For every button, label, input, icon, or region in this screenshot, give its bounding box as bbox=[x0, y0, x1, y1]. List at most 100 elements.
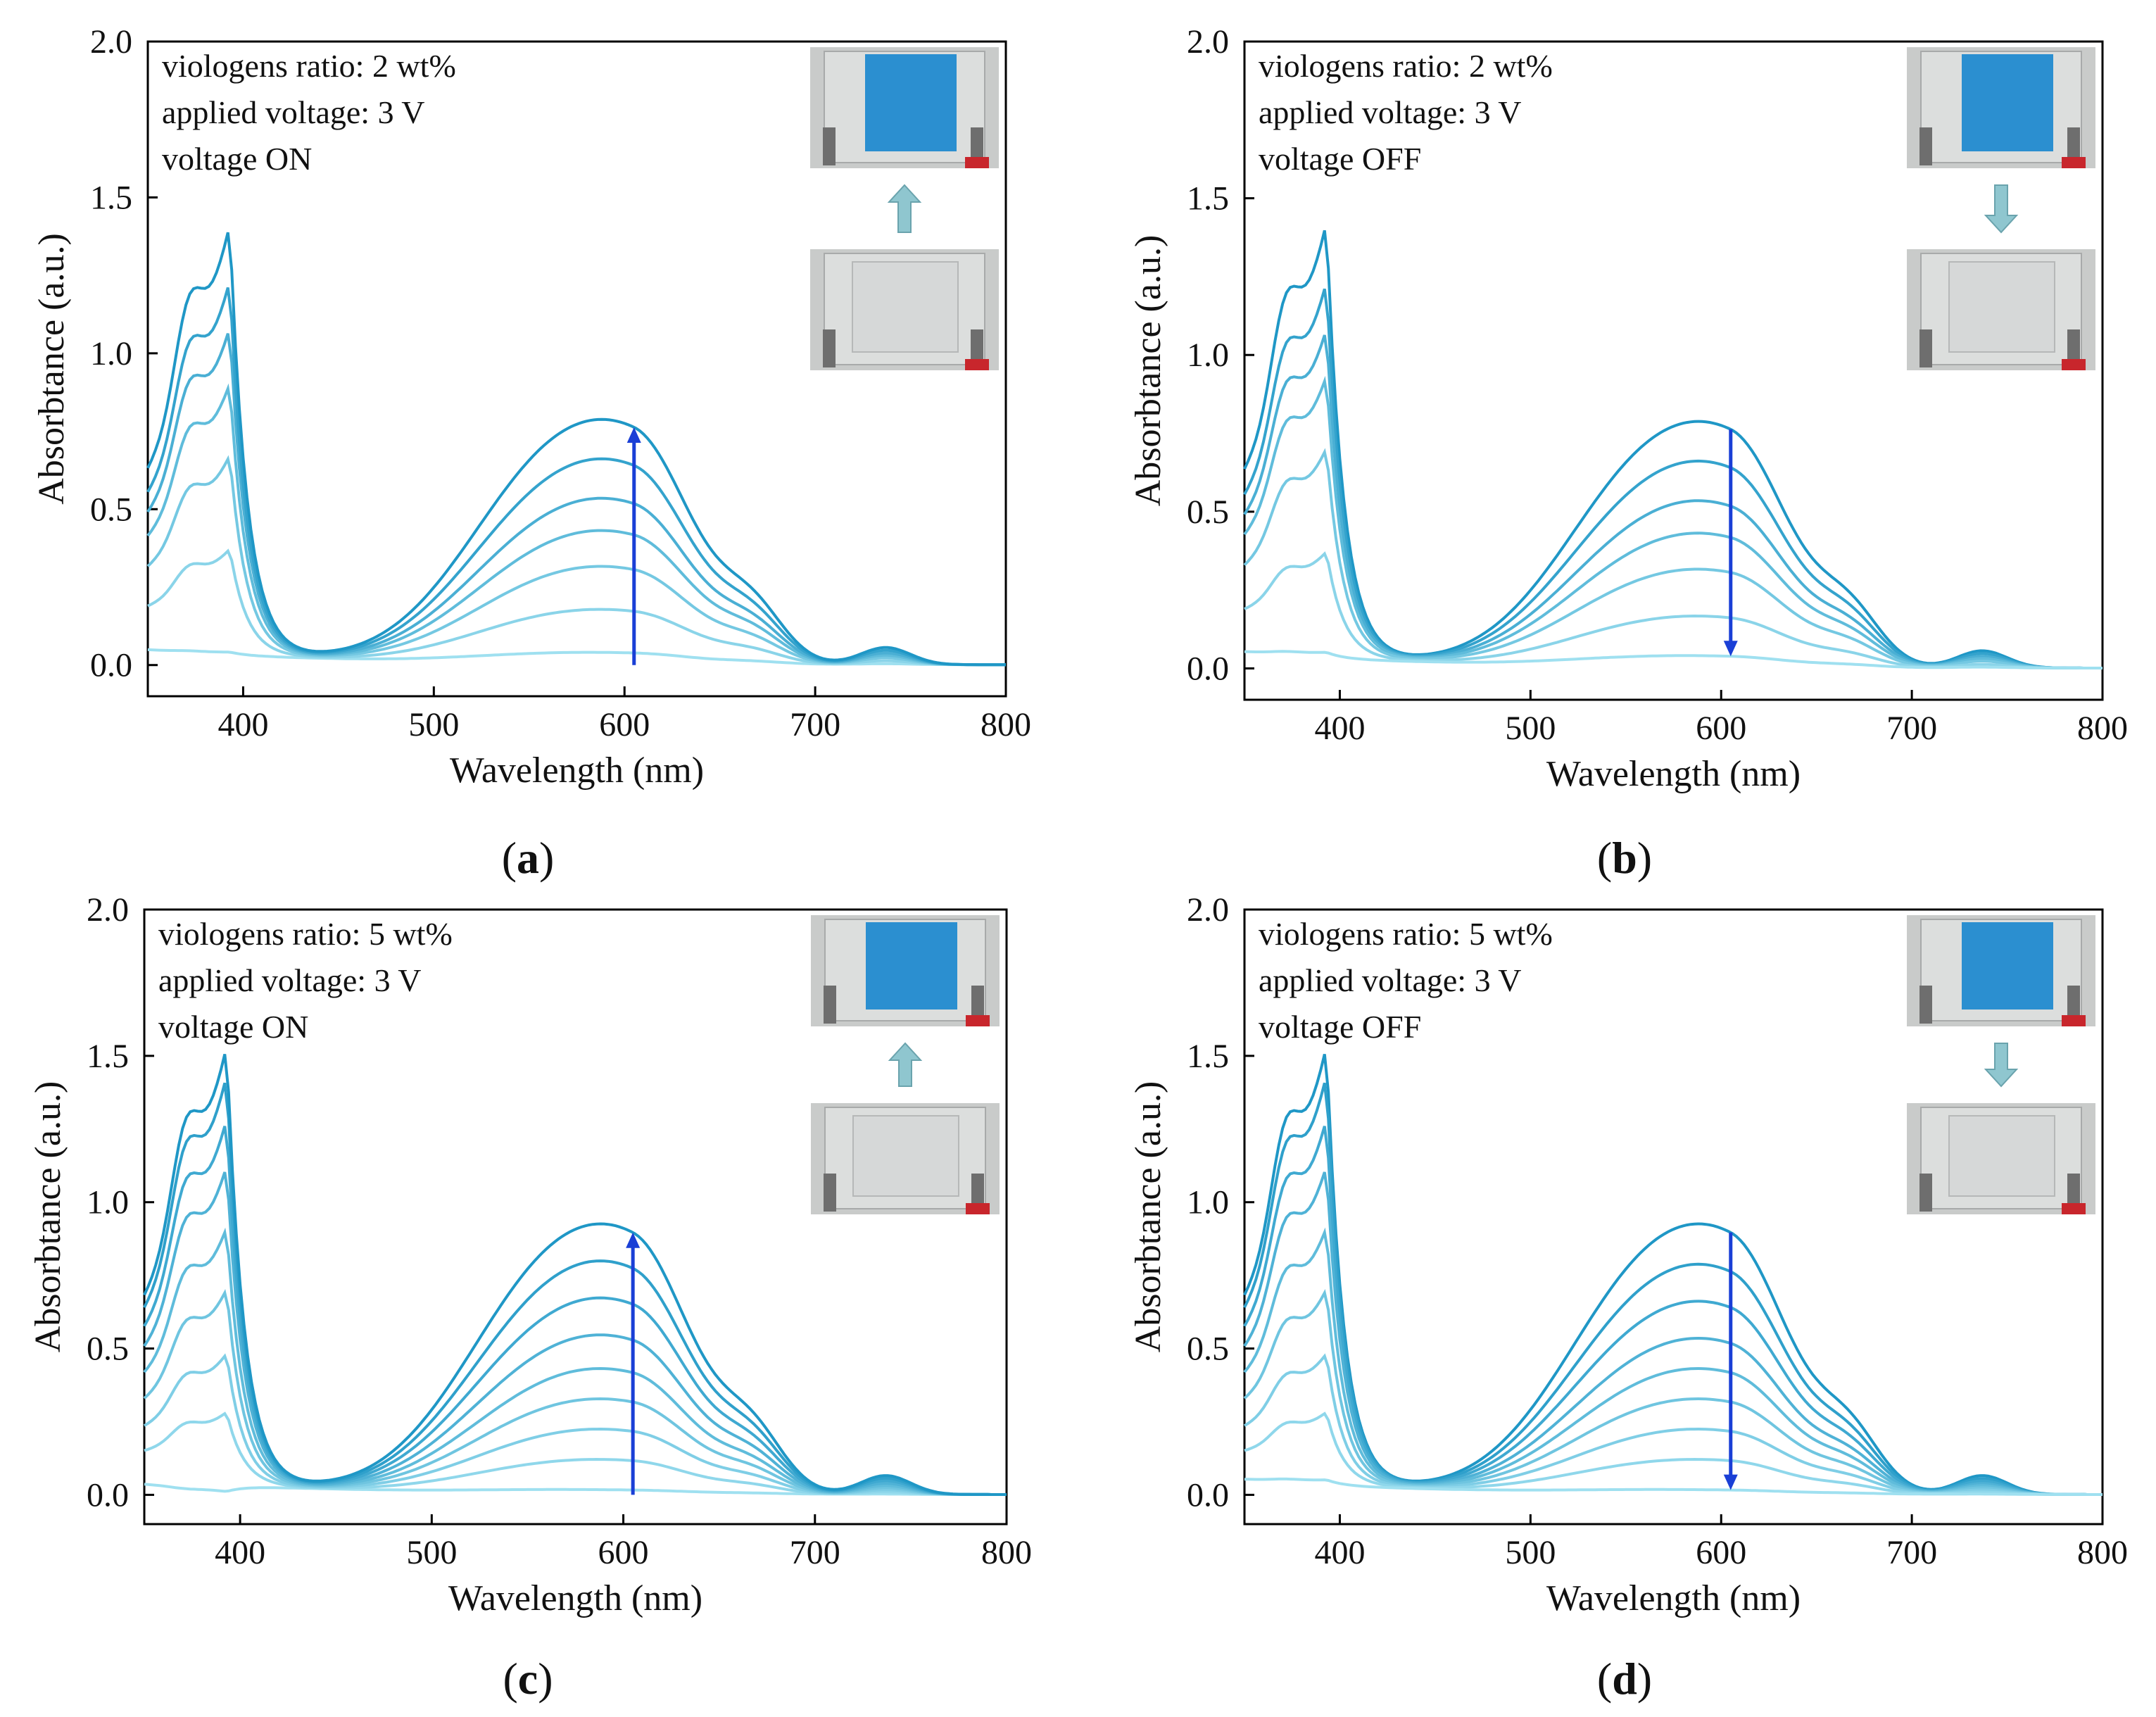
y-tick-label: 1.0 bbox=[1187, 337, 1229, 374]
x-tick-label: 500 bbox=[408, 706, 459, 743]
device-colored bbox=[1962, 54, 2053, 151]
spectrum-line bbox=[1244, 551, 2103, 669]
x-tick-label: 500 bbox=[406, 1534, 457, 1571]
annotation-line: viologens ratio: 5 wt% bbox=[1259, 916, 1553, 952]
inset-photo-bleached bbox=[1907, 1103, 2095, 1214]
plot-frame bbox=[146, 40, 1007, 698]
device-bleached bbox=[1948, 1115, 2055, 1197]
x-tick-label: 500 bbox=[1505, 710, 1556, 747]
annotation-line: voltage OFF bbox=[1259, 1009, 1421, 1045]
electrode-clip bbox=[2067, 127, 2080, 165]
spectrum-line bbox=[144, 1483, 1007, 1496]
spectrum-line bbox=[143, 1289, 1007, 1496]
red-connector bbox=[965, 359, 989, 370]
electrode-clip bbox=[824, 1174, 836, 1212]
inset-photo-bleached bbox=[811, 1103, 1000, 1214]
electrode-clip bbox=[971, 986, 984, 1024]
x-axis-title: Wavelength (nm) bbox=[1546, 1578, 1801, 1618]
y-tick-label: 2.0 bbox=[87, 891, 129, 929]
spectrum-line bbox=[146, 383, 1006, 667]
chart-panel-b: 400 500 600 700 800 0.0 0.5 1.0 1.5 2.0 Wavelength… bbox=[1128, 23, 2128, 883]
red-connector bbox=[2062, 1015, 2086, 1026]
panel-label: (a) bbox=[502, 833, 555, 883]
y-tick-label: 1.0 bbox=[90, 335, 132, 372]
electrode-clip bbox=[971, 329, 983, 367]
panel-label: (d) bbox=[1597, 1654, 1652, 1704]
spectrum-line bbox=[146, 232, 1006, 667]
inset-arrow-down bbox=[1984, 1043, 2019, 1088]
y-axis-title: Absorbtance (a.u.) bbox=[1128, 1081, 1168, 1353]
spectrum-line bbox=[1243, 229, 2103, 669]
device-bleached bbox=[852, 261, 959, 353]
device-colored bbox=[1962, 922, 2053, 1010]
x-tick-label: 600 bbox=[599, 706, 650, 743]
inset-arrow-up bbox=[887, 184, 922, 233]
x-tick-label: 400 bbox=[1314, 710, 1365, 747]
spectrum-line bbox=[1243, 1171, 2103, 1496]
spectrum-line bbox=[146, 333, 1006, 667]
x-tick-label: 800 bbox=[981, 1534, 1032, 1571]
y-tick-label: 1.5 bbox=[87, 1038, 129, 1075]
spectrum-line bbox=[1243, 1126, 2103, 1496]
x-axis-title: Wavelength (nm) bbox=[1546, 754, 1801, 794]
spectrum-line bbox=[1243, 1227, 2103, 1496]
trend-arrowhead bbox=[1723, 1474, 1738, 1490]
spectrum-line bbox=[1243, 334, 2103, 669]
y-tick-label: 1.0 bbox=[1187, 1184, 1229, 1221]
annotation-line: applied voltage: 3 V bbox=[158, 962, 421, 998]
annotation-line: viologens ratio: 2 wt% bbox=[162, 48, 456, 84]
plot-frame bbox=[1243, 908, 2104, 1526]
chart-panel-d: 400 500 600 700 800 0.0 0.5 1.0 1.5 2.0 Wavelength… bbox=[1128, 891, 2128, 1704]
inset-photo-bleached bbox=[810, 249, 999, 370]
x-tick-label: 700 bbox=[1886, 710, 1937, 747]
x-axis-title: Wavelength (nm) bbox=[450, 750, 704, 791]
annotation-line: voltage ON bbox=[158, 1009, 308, 1045]
x-tick-label: 600 bbox=[598, 1534, 649, 1571]
annotation-line: applied voltage: 3 V bbox=[1259, 94, 1521, 130]
red-connector bbox=[966, 1203, 990, 1214]
annotation-line: voltage ON bbox=[162, 141, 312, 177]
y-tick-label: 0.5 bbox=[90, 491, 132, 528]
x-tick-label: 400 bbox=[218, 706, 268, 743]
electrode-clip bbox=[1919, 986, 1932, 1024]
y-tick-label: 0.0 bbox=[1187, 650, 1229, 687]
inset-photo-colored bbox=[1907, 47, 2095, 168]
electrode-clip bbox=[971, 127, 983, 165]
electrode-clip bbox=[1919, 127, 1932, 165]
y-tick-label: 1.5 bbox=[1187, 180, 1229, 218]
spectrum-line bbox=[146, 287, 1006, 667]
y-tick-label: 1.5 bbox=[1187, 1038, 1229, 1075]
x-tick-label: 400 bbox=[1314, 1534, 1365, 1571]
y-tick-label: 2.0 bbox=[1187, 23, 1229, 61]
red-connector bbox=[966, 1015, 990, 1026]
x-tick-label: 700 bbox=[790, 706, 840, 743]
red-connector bbox=[2062, 1203, 2086, 1214]
x-tick-label: 400 bbox=[215, 1534, 265, 1571]
annotation-line: applied voltage: 3 V bbox=[162, 94, 424, 130]
x-tick-label: 500 bbox=[1505, 1534, 1556, 1571]
spectrum-line bbox=[146, 455, 1006, 667]
electrode-clip bbox=[2067, 986, 2080, 1024]
y-axis-title: Absorbtance (a.u.) bbox=[32, 233, 72, 505]
x-tick-label: 800 bbox=[981, 706, 1031, 743]
red-connector bbox=[2062, 359, 2086, 370]
x-tick-label: 700 bbox=[790, 1534, 840, 1571]
inset-photo-colored bbox=[810, 47, 999, 168]
trend-arrowhead bbox=[626, 427, 641, 443]
electrode-clip bbox=[823, 329, 836, 367]
y-tick-label: 1.5 bbox=[90, 179, 132, 216]
spectrum-line bbox=[1243, 375, 2103, 669]
device-bleached bbox=[852, 1115, 959, 1197]
spectrum-line bbox=[1243, 288, 2103, 669]
spectrum-line bbox=[143, 1054, 1007, 1496]
annotation-line: voltage OFF bbox=[1259, 141, 1421, 177]
panel-label: (b) bbox=[1597, 833, 1652, 883]
y-tick-label: 0.5 bbox=[1187, 1331, 1229, 1368]
spectrum-line bbox=[143, 1171, 1007, 1496]
device-colored bbox=[865, 54, 957, 151]
spectrum-line bbox=[147, 548, 1006, 667]
y-tick-label: 1.0 bbox=[87, 1184, 129, 1221]
y-axis-title: Absorbtance (a.u.) bbox=[28, 1081, 68, 1353]
device-bleached bbox=[1948, 261, 2055, 353]
trend-arrowhead bbox=[626, 1232, 641, 1248]
